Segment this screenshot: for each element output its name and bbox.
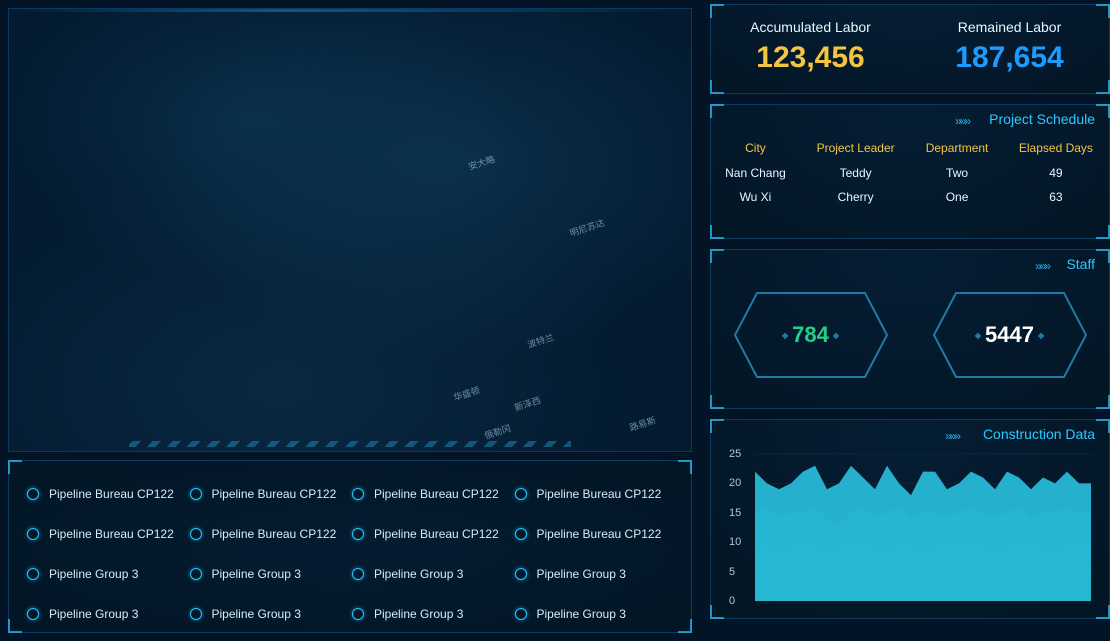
chevrons-icon: »»» xyxy=(945,429,959,443)
accumulated-labor-label: Accumulated Labor xyxy=(711,19,910,35)
list-item[interactable]: Pipeline Bureau CP122 xyxy=(352,475,511,513)
remained-labor-label: Remained Labor xyxy=(910,19,1109,35)
list-item[interactable]: Pipeline Group 3 xyxy=(190,595,349,633)
table-cell: Wu Xi xyxy=(711,185,800,209)
schedule-table: CityProject LeaderDepartmentElapsed Days… xyxy=(711,135,1109,209)
list-item[interactable]: Pipeline Group 3 xyxy=(27,555,186,593)
list-item[interactable]: Pipeline Group 3 xyxy=(27,595,186,633)
map-marker: 华盛顿 xyxy=(452,383,482,404)
staff-hex-left: ◆784◆ xyxy=(731,289,891,381)
map-marker: 明尼苏达 xyxy=(568,216,606,239)
list-item-label: Pipeline Group 3 xyxy=(49,567,138,581)
map-marker: 波特兰 xyxy=(526,330,556,351)
table-cell: 63 xyxy=(1003,185,1109,209)
map-marker: 路易斯 xyxy=(628,413,658,434)
list-item-label: Pipeline Group 3 xyxy=(537,567,626,581)
bullet-icon xyxy=(515,528,527,540)
list-item-label: Pipeline Group 3 xyxy=(49,607,138,621)
list-item[interactable]: Pipeline Group 3 xyxy=(352,555,511,593)
construction-chart: 2520151050 xyxy=(725,450,1095,605)
list-item[interactable]: Pipeline Bureau CP122 xyxy=(515,515,674,553)
list-item[interactable]: Pipeline Bureau CP122 xyxy=(352,515,511,553)
list-item-label: Pipeline Bureau CP122 xyxy=(537,487,662,501)
schedule-title: Project Schedule xyxy=(989,111,1095,127)
table-row[interactable]: Wu XiCherryOne63 xyxy=(711,185,1109,209)
bullet-icon xyxy=(352,528,364,540)
labor-panel: Accumulated Labor 123,456 Remained Labor… xyxy=(710,4,1110,94)
list-item-label: Pipeline Bureau CP122 xyxy=(49,527,174,541)
list-item-label: Pipeline Bureau CP122 xyxy=(49,487,174,501)
list-item-label: Pipeline Bureau CP122 xyxy=(537,527,662,541)
bullet-icon xyxy=(27,488,39,500)
table-cell: One xyxy=(911,185,1003,209)
remained-labor: Remained Labor 187,654 xyxy=(910,5,1109,93)
bullet-icon xyxy=(27,568,39,580)
list-item[interactable]: Pipeline Group 3 xyxy=(515,595,674,633)
list-item[interactable]: Pipeline Group 3 xyxy=(190,555,349,593)
bullet-icon xyxy=(190,488,202,500)
bullet-icon xyxy=(27,608,39,620)
table-cell: Cherry xyxy=(800,185,911,209)
list-item[interactable]: Pipeline Bureau CP122 xyxy=(190,515,349,553)
bullet-icon xyxy=(190,608,202,620)
list-item-label: Pipeline Group 3 xyxy=(212,607,301,621)
staff-title: Staff xyxy=(1066,256,1095,272)
bullet-icon xyxy=(352,488,364,500)
construction-title: Construction Data xyxy=(983,426,1095,442)
staff-left-value: 784 xyxy=(792,322,829,348)
staff-right-value: 5447 xyxy=(985,322,1034,348)
list-item[interactable]: Pipeline Group 3 xyxy=(352,595,511,633)
construction-panel: »»» Construction Data 2520151050 xyxy=(710,419,1110,619)
list-item[interactable]: Pipeline Bureau CP122 xyxy=(515,475,674,513)
list-item-label: Pipeline Group 3 xyxy=(374,607,463,621)
list-item-label: Pipeline Bureau CP122 xyxy=(374,487,499,501)
map-marker: 新泽西 xyxy=(513,393,543,414)
list-item-label: Pipeline Bureau CP122 xyxy=(212,527,337,541)
map-panel[interactable]: 华盛顿 新泽西 波特兰俄勒冈 路易斯 明尼苏达 安大略 xyxy=(8,8,692,452)
schedule-panel: »»» Project Schedule CityProject LeaderD… xyxy=(710,104,1110,239)
table-header: Project Leader xyxy=(800,135,911,161)
table-header: City xyxy=(711,135,800,161)
staff-panel: »»» Staff ◆784◆ ◆5447◆ xyxy=(710,249,1110,409)
table-cell: Nan Chang xyxy=(711,161,800,185)
table-header: Department xyxy=(911,135,1003,161)
table-cell: 49 xyxy=(1003,161,1109,185)
bullet-icon xyxy=(515,488,527,500)
list-item[interactable]: Pipeline Bureau CP122 xyxy=(27,475,186,513)
bullet-icon xyxy=(190,528,202,540)
list-item[interactable]: Pipeline Bureau CP122 xyxy=(190,475,349,513)
bullet-icon xyxy=(352,608,364,620)
bullet-icon xyxy=(515,608,527,620)
table-cell: Two xyxy=(911,161,1003,185)
list-item-label: Pipeline Group 3 xyxy=(212,567,301,581)
list-item-label: Pipeline Group 3 xyxy=(374,567,463,581)
map-marker: 安大略 xyxy=(467,152,497,173)
accumulated-labor-value: 123,456 xyxy=(711,41,910,75)
map-marker: 俄勒冈 xyxy=(483,421,513,442)
staff-hex-right: ◆5447◆ xyxy=(930,289,1090,381)
list-item[interactable]: Pipeline Group 3 xyxy=(515,555,674,593)
bullet-icon xyxy=(515,568,527,580)
chevrons-icon: »»» xyxy=(955,114,969,128)
bullet-icon xyxy=(27,528,39,540)
table-header: Elapsed Days xyxy=(1003,135,1109,161)
bullet-icon xyxy=(190,568,202,580)
list-item-label: Pipeline Bureau CP122 xyxy=(212,487,337,501)
bullet-icon xyxy=(352,568,364,580)
list-item-label: Pipeline Bureau CP122 xyxy=(374,527,499,541)
accumulated-labor: Accumulated Labor 123,456 xyxy=(711,5,910,93)
list-item-label: Pipeline Group 3 xyxy=(537,607,626,621)
remained-labor-value: 187,654 xyxy=(910,41,1109,75)
pipeline-list-panel: Pipeline Bureau CP122 Pipeline Bureau CP1… xyxy=(8,460,692,633)
table-cell: Teddy xyxy=(800,161,911,185)
list-item[interactable]: Pipeline Bureau CP122 xyxy=(27,515,186,553)
chevrons-icon: »»» xyxy=(1035,259,1049,273)
table-row[interactable]: Nan ChangTeddyTwo49 xyxy=(711,161,1109,185)
